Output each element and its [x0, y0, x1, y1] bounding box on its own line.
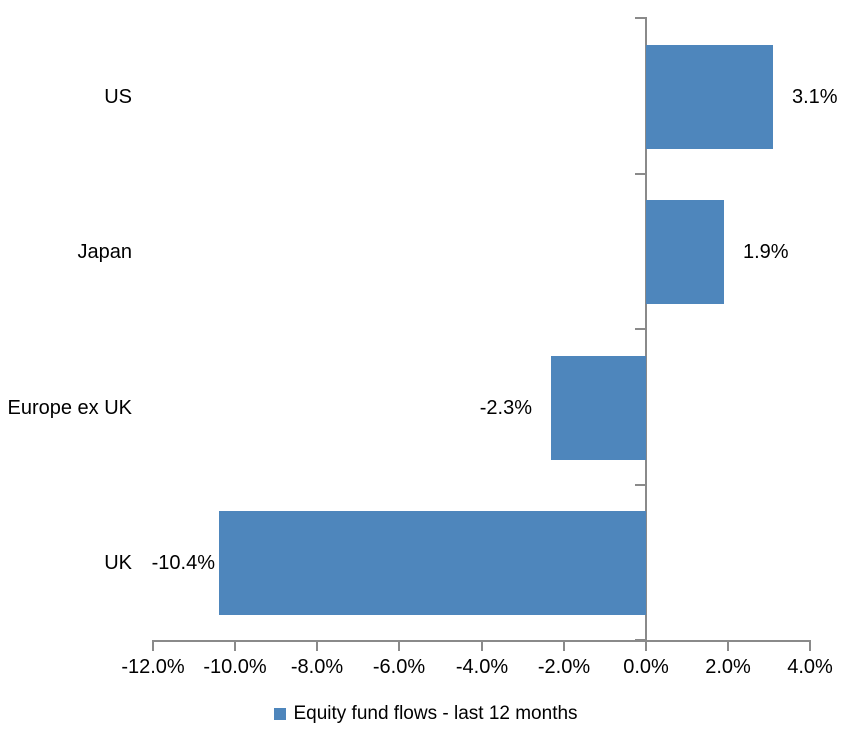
- category-label-us: US: [104, 85, 132, 108]
- x-axis-tick: [398, 641, 400, 651]
- bar-uk: [219, 511, 646, 615]
- legend: Equity fund flows - last 12 months: [0, 703, 852, 725]
- bar-us: [646, 45, 773, 149]
- category-axis-tick: [635, 639, 645, 641]
- category-label-uk: UK: [104, 551, 132, 574]
- bar-europe-ex-uk: [551, 356, 646, 460]
- x-axis-tick: [481, 641, 483, 651]
- x-axis-tick: [727, 641, 729, 651]
- bar-value-label-uk: -10.4%: [151, 551, 215, 574]
- x-axis-tick-label: 2.0%: [705, 656, 751, 678]
- category-axis-tick: [635, 17, 645, 19]
- x-axis-tick: [234, 641, 236, 651]
- x-axis-tick: [809, 641, 811, 651]
- legend-label: Equity fund flows - last 12 months: [293, 703, 578, 724]
- x-axis-tick-label: -2.0%: [537, 656, 591, 678]
- x-axis-tick-label: -4.0%: [455, 656, 509, 678]
- x-axis-tick-label: -8.0%: [290, 656, 344, 678]
- x-axis-tick: [563, 641, 565, 651]
- category-label-europe-ex-uk: Europe ex UK: [7, 396, 132, 419]
- x-axis-tick-label: 4.0%: [787, 656, 833, 678]
- x-axis-tick: [316, 641, 318, 651]
- x-axis-tick-label: 0.0%: [623, 656, 669, 678]
- bar-value-label-japan: 1.9%: [743, 240, 789, 263]
- legend-swatch: [274, 708, 287, 720]
- category-axis-tick: [635, 484, 645, 486]
- x-axis-tick-label: -10.0%: [203, 656, 267, 678]
- category-label-japan: Japan: [77, 240, 133, 263]
- category-axis-tick: [635, 173, 645, 175]
- category-axis-tick: [635, 328, 645, 330]
- category-axis-line: [645, 17, 647, 651]
- x-axis-tick-label: -12.0%: [121, 656, 185, 678]
- x-axis-tick: [152, 641, 154, 651]
- bar-value-label-europe-ex-uk: -2.3%: [479, 396, 532, 419]
- x-axis-tick-label: -6.0%: [372, 656, 426, 678]
- bar-japan: [646, 200, 724, 304]
- bar-value-label-us: 3.1%: [792, 85, 838, 108]
